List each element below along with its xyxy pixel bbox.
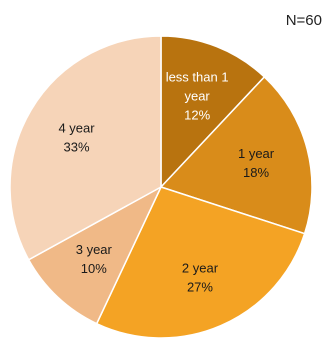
slice-category-label: 4 year	[58, 121, 95, 136]
slice-percent-label: 33%	[64, 140, 90, 155]
slice-label-1: 1 year 18%	[238, 146, 275, 180]
pie-slice-1	[159, 75, 313, 235]
slice-label-4: 4 year 33%	[58, 121, 95, 155]
slice-category-label: less than 1	[166, 70, 229, 85]
pie-slice-0	[160, 35, 266, 189]
slice-category-label: 3 year	[76, 242, 113, 257]
slice-label-3: 3 year 10%	[76, 242, 113, 276]
slice-label-0: less than 1 year 12%	[166, 70, 229, 123]
slice-percent-label: 10%	[81, 261, 107, 276]
pie-slice-3	[27, 185, 163, 325]
slice-percent-label: 27%	[187, 280, 213, 295]
slice-category-label: 2 year	[182, 261, 219, 276]
slice-percent-label: 18%	[243, 165, 269, 180]
pie-slice-2	[95, 186, 306, 338]
slice-category-label: 1 year	[238, 146, 275, 161]
sample-size-note: N=60	[285, 12, 322, 29]
slice-label-2: 2 year 27%	[182, 261, 219, 295]
slice-category-label: year	[184, 89, 210, 104]
slice-percent-label: 12%	[184, 108, 210, 123]
pie-slice-4	[9, 35, 162, 261]
